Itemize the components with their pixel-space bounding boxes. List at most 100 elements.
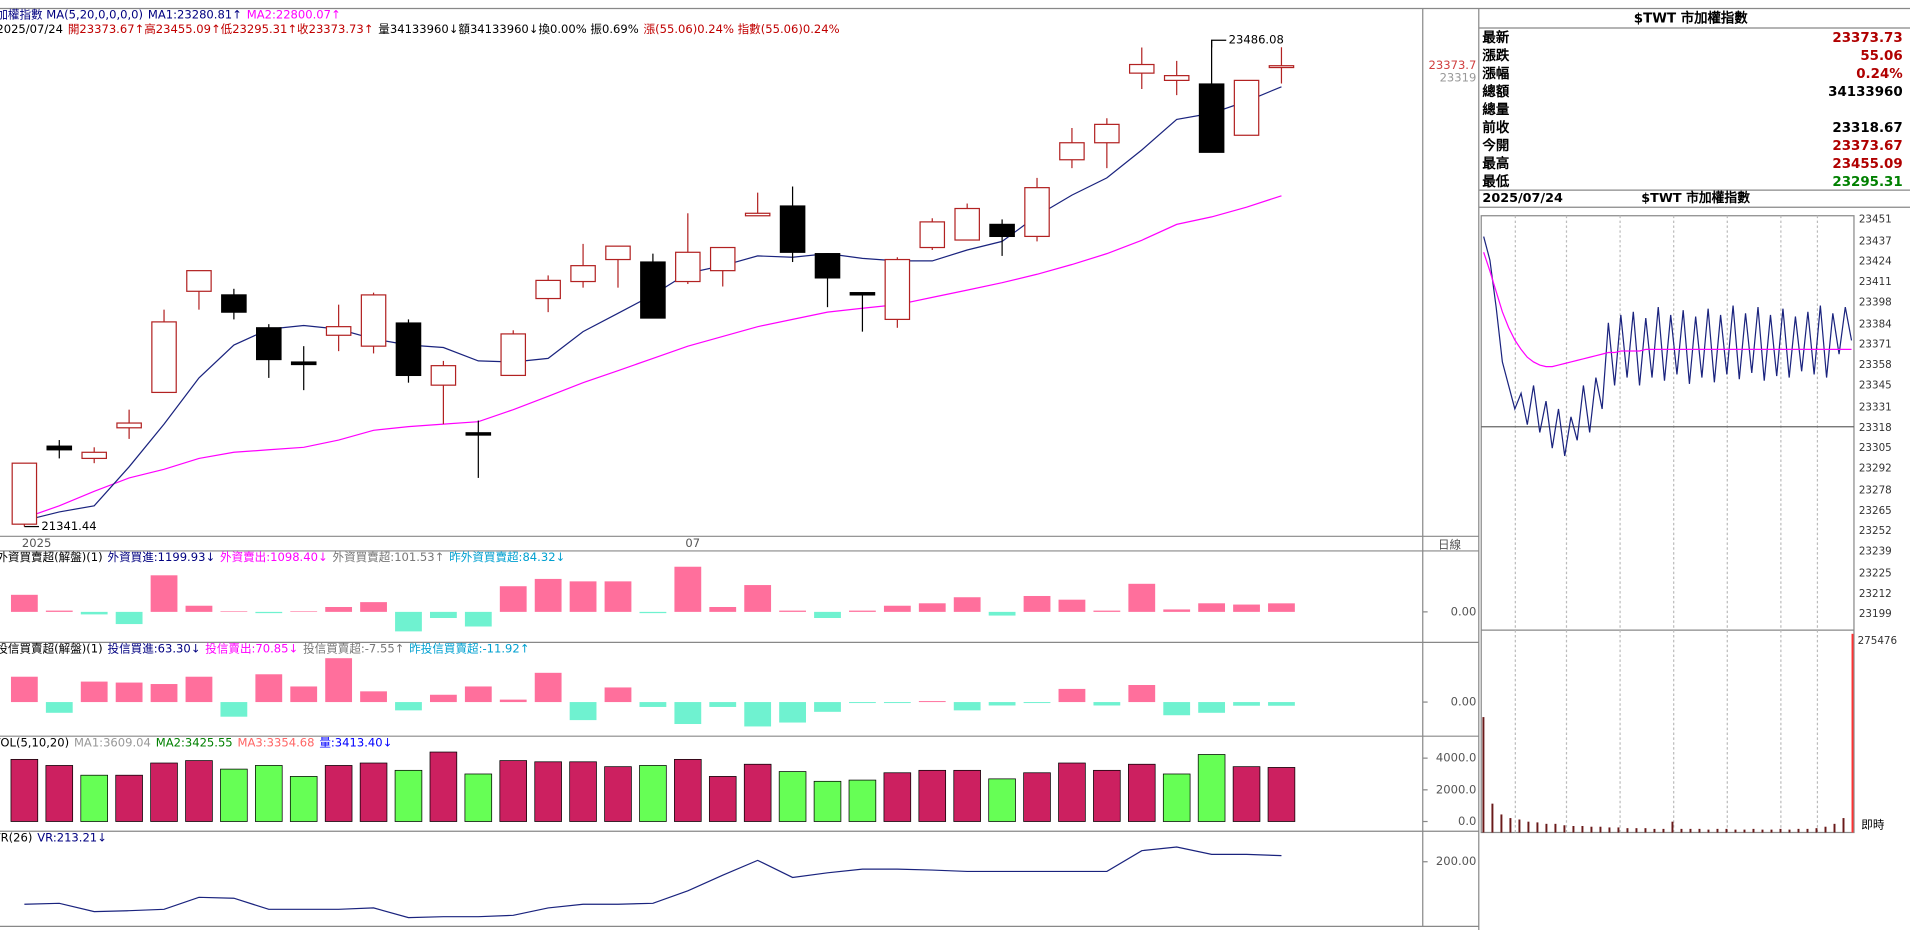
candle-body [325,326,352,336]
flow-bar [499,699,527,703]
flow-bar [709,702,737,707]
flow-bar [1163,609,1191,612]
volume-bar [255,765,283,822]
flow-bar [814,611,841,619]
volume-bar [918,769,947,822]
intraday-vol-bar [1698,828,1701,833]
intraday-tick-label: 23278 [1859,484,1892,496]
candle-body [570,265,596,283]
y-tick-label: 0.00 [1451,695,1477,709]
intraday-date: 2025/07/24 [1482,191,1563,206]
volume-bar [953,769,981,822]
price-label: 23373.7 [1429,58,1477,72]
intraday-tick-label: 23292 [1859,463,1892,475]
legend-item: 外資買賣超:101.53↑ [333,550,445,564]
candle-body [675,251,701,283]
flow-bar [953,597,981,612]
volume-bar [1162,773,1191,822]
legend-item: MA3:3354.68 [238,735,315,749]
legend-item: MA1:3609.04 [74,735,151,749]
legend-item: 外資買進:1199.93↓ [108,550,216,564]
legend-item: 昨投信買賣超:-11.92↑ [409,641,529,655]
volume-bar [604,766,632,822]
flow-bar [674,702,702,725]
volume-bar [883,772,912,822]
intraday-vol-bar [1797,828,1800,833]
intraday-tick-label: 23239 [1859,546,1892,558]
intraday-vol-bar [1671,821,1674,833]
volume-bar [185,760,213,822]
intraday-vol-bar [1644,828,1647,833]
legend-item: 投信買賣超:-7.55↑ [303,641,404,655]
candle-body [919,221,946,249]
legend-item: VR(26) [0,830,32,844]
intraday-vol-bar [1779,828,1782,833]
intraday-vol-bar [1770,829,1773,833]
flow-bar [395,702,422,711]
candle-body [256,327,282,361]
flow-bar [1128,583,1156,612]
volume-bar [115,774,143,822]
volume-bar [1023,772,1051,822]
quote-value: 23373.67 [1832,139,1902,154]
flow-bar [115,611,143,625]
flow-bar [779,702,806,723]
volume-bar [674,758,702,822]
flow-bar [185,676,213,703]
vr-line [24,846,1282,919]
legend-item: 加權指數 MA(5,20,0,0,0,0) [0,7,143,21]
intraday-tick-label: 23411 [1859,276,1892,288]
intraday-vol-bar [1509,818,1512,833]
intraday-tick-label: 23451 [1859,213,1892,225]
flow-bar [1198,702,1226,713]
intraday-vol-bar [1689,828,1692,833]
legend-item: 漲(55.06)0.24% 指數(55.06)0.24% [644,22,840,36]
candle-body [116,422,142,429]
legend-item: VR:213.21↓ [37,830,107,844]
flow-bar [918,603,946,612]
quote-label: 總額 [1482,83,1509,100]
candle-body [500,333,527,377]
candle-body [11,462,38,525]
candle-body [1059,142,1085,161]
intraday-tick-label: 23252 [1859,525,1892,537]
flow-bar [429,611,457,619]
intraday-vol-bar [1518,819,1521,833]
quote-value: 23455.09 [1832,157,1902,172]
candle-body [1163,75,1190,81]
candle-body [709,246,736,272]
volume-bar [1267,767,1296,822]
intraday-grid [1514,215,1819,833]
volume-bar [708,776,737,822]
intraday-vol-bar [1761,829,1764,833]
legend-item: 投信買賣超(解盤)(1) [0,641,103,655]
volume-bar [10,758,39,822]
intraday-vol-tick: 275476 [1858,635,1897,647]
legend-item: 開23373.67↑高23455.09↑低23295.31↑收23373.73↑ [68,22,374,36]
candle-body [535,279,561,300]
intraday-tick-label: 23398 [1859,296,1892,308]
flow-bar [395,611,422,632]
quote-title: $TWT 市加權指數 [1634,9,1749,26]
intraday-vol-bar [1563,825,1566,833]
flow-bar [1128,685,1156,703]
legend-item: 外資賣出:1098.40↓ [220,550,328,564]
flow-bar [80,681,108,703]
volume-bar [429,751,458,822]
volume-bar [534,761,562,822]
volume-bar [45,765,74,822]
flow-bar [569,702,597,721]
intraday-vol-bar [1599,826,1602,833]
flow-bar [464,686,492,703]
candle-body [989,223,1015,238]
x-tick-label: 2025 [22,536,51,550]
flow-bar [639,702,667,707]
legend-item: 外資買賣超(解盤)(1) [0,550,103,564]
legend-item: MA2:3425.55 [156,735,233,749]
flow-bar [918,701,946,703]
flow-bar [360,602,387,612]
intraday-vol-bar [1716,828,1719,833]
intraday-vol-bar [1590,826,1593,833]
flow-bar [45,702,73,713]
flow-bar [988,611,1016,616]
